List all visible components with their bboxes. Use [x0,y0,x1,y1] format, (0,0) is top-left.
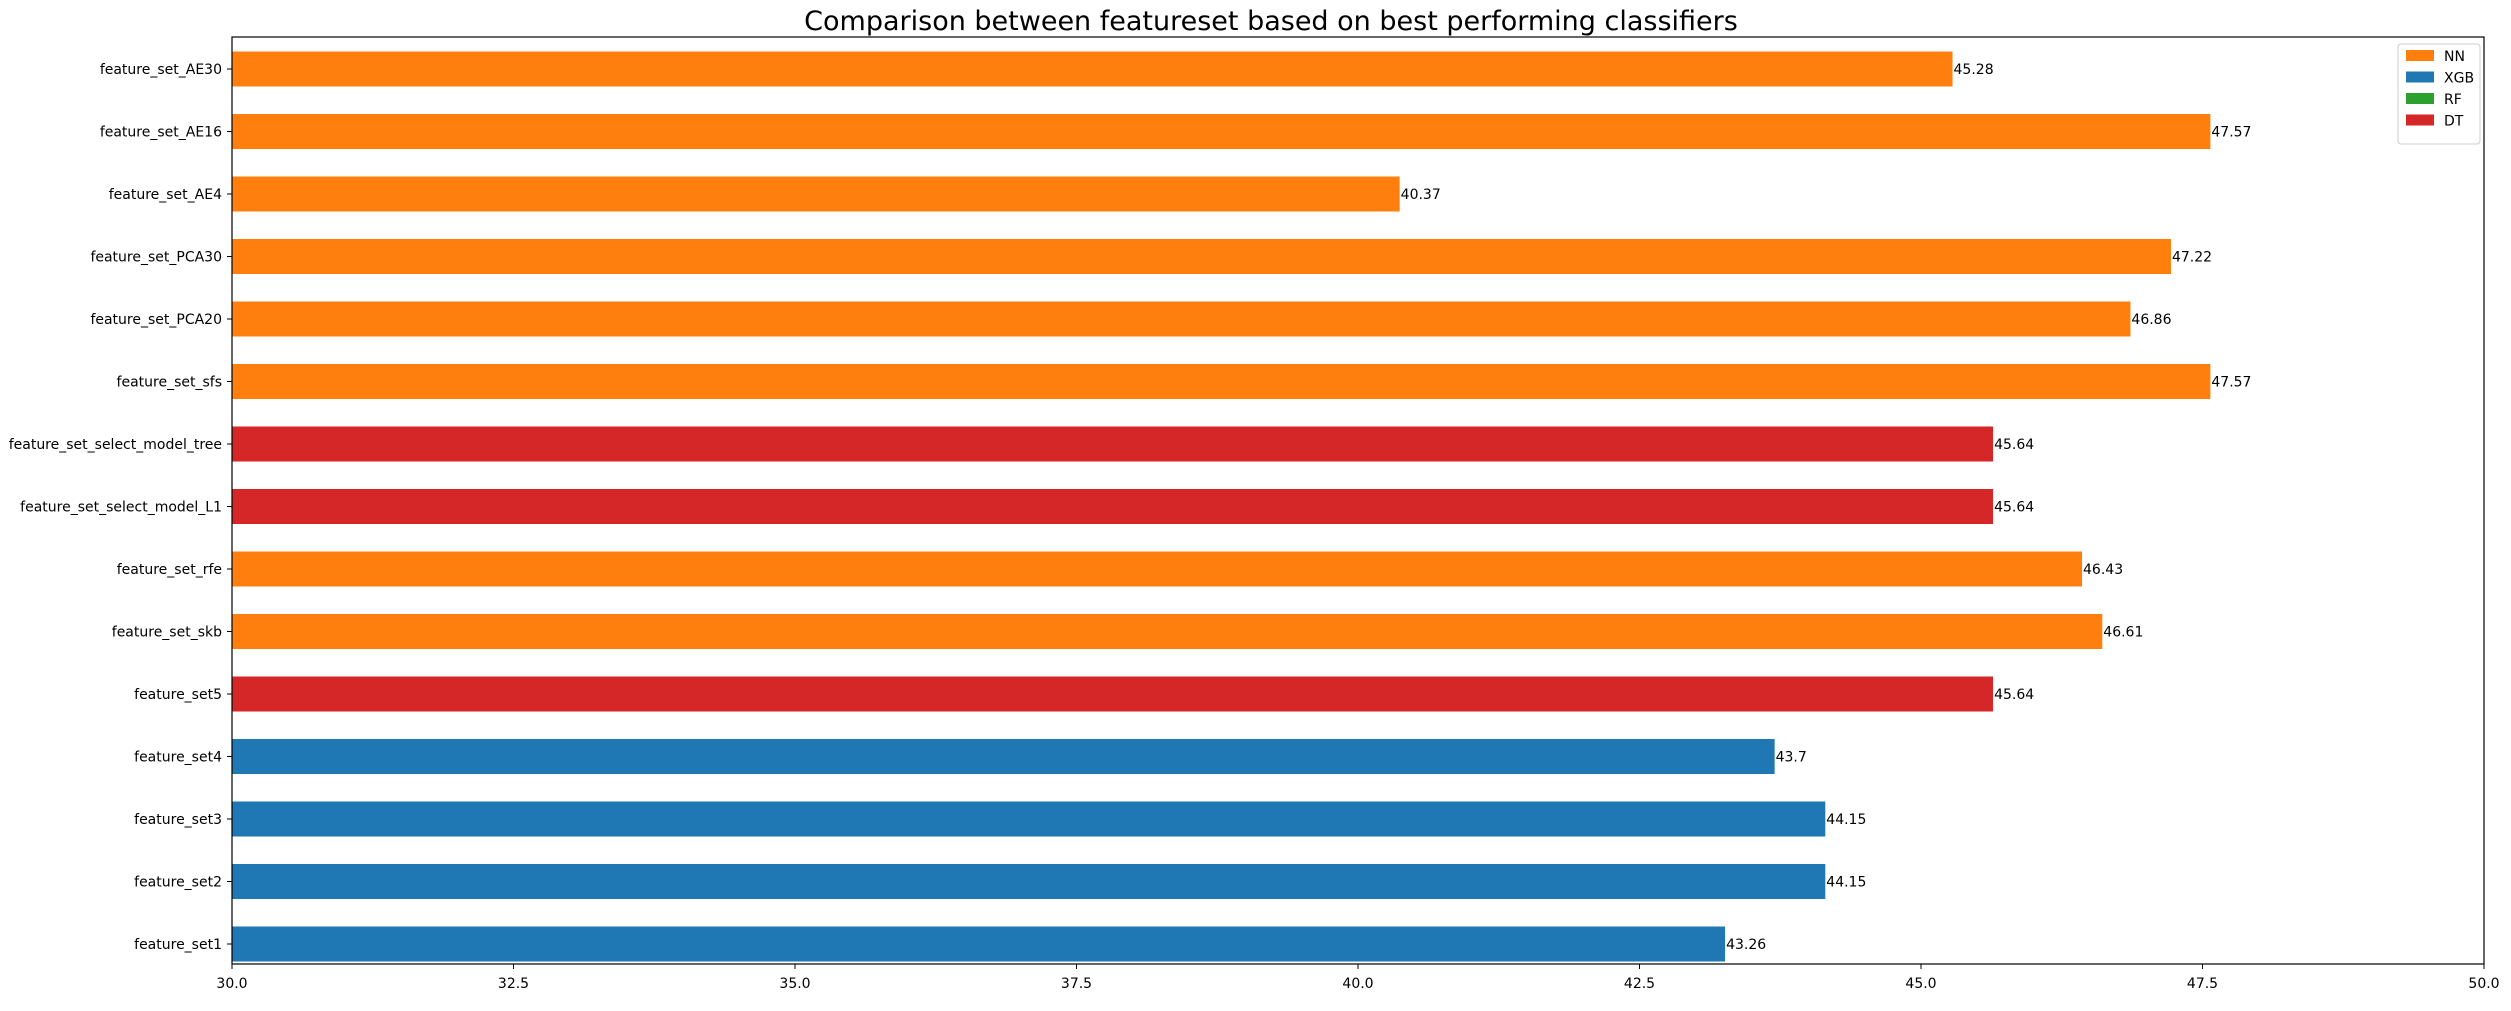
bar-feature_set_sfs [232,364,2211,399]
legend-label-nn: NN [2444,49,2465,65]
y-tick-label-feature_set_AE4: feature_set_AE4 [109,187,222,203]
y-tick-label-feature_set_select_model_L1: feature_set_select_model_L1 [20,500,222,516]
y-tick-label-feature_set_select_model_tree: feature_set_select_model_tree [9,437,222,453]
x-tick-label: 32.5 [498,976,529,992]
bar-feature_set1 [232,926,1726,962]
y-tick-label-feature_set_PCA30: feature_set_PCA30 [90,250,222,266]
x-tick-label: 45.0 [1905,976,1936,992]
bar-feature_set_select_model_tree [232,426,1994,462]
data-label-feature_set1: 43.26 [1726,937,1766,953]
data-label-feature_set4: 43.7 [1776,750,1807,766]
bar-feature_set5 [232,676,1994,712]
x-tick-label: 40.0 [1342,976,1373,992]
legend-label-rf: RF [2444,92,2462,108]
x-axis: 30.0 32.5 35.0 37.5 40.0 42.5 45.0 47.5 50.0 [216,964,2500,992]
data-labels-layer: 43.26 44.15 44.15 43.7 45.64 46.61 46.43 45.64 4… [1401,62,2252,953]
y-tick-label-feature_set_rfe: feature_set_rfe [117,562,222,578]
bar-feature_set_AE16 [232,114,2211,149]
data-label-feature_set_PCA20: 46.86 [2131,312,2171,328]
data-label-feature_set_select_model_tree: 45.64 [1994,437,2034,453]
data-label-feature_set_rfe: 46.43 [2083,562,2123,578]
y-tick-label-feature_set5: feature_set5 [134,687,222,703]
legend: NN XGB RF DT [2397,43,2481,145]
data-label-feature_set_AE4: 40.37 [1401,187,1441,203]
data-label-feature_set2: 44.15 [1826,875,1866,891]
x-tick-label: 47.5 [2187,976,2218,992]
x-tick-label: 30.0 [216,976,247,992]
bar-feature_set3 [232,801,1826,837]
legend-swatch-nn [2406,50,2434,61]
y-tick-label-feature_set_skb: feature_set_skb [112,625,222,641]
legend-swatch-dt [2406,114,2434,126]
bars-layer [232,51,2211,962]
bar-feature_set_PCA20 [232,301,2131,337]
data-label-feature_set_skb: 46.61 [2103,625,2143,641]
data-label-feature_set_sfs: 47.57 [2211,375,2251,391]
bar-feature_set_select_model_L1 [232,489,1994,524]
x-tick-label: 37.5 [1061,976,1092,992]
y-tick-label-feature_set3: feature_set3 [134,812,222,828]
bar-feature_set_rfe [232,551,2083,587]
y-tick-label-feature_set_sfs: feature_set_sfs [117,375,222,391]
legend-label-xgb: XGB [2444,71,2474,87]
legend-swatch-rf [2406,93,2434,104]
y-tick-label-feature_set2: feature_set2 [134,875,222,891]
plot-area-frame [231,36,2485,965]
data-label-feature_set_AE16: 47.57 [2211,125,2251,141]
bar-feature_set4 [232,739,1775,774]
bar-feature_set2 [232,864,1826,899]
bar-feature_set_skb [232,614,2103,649]
data-label-feature_set_AE30: 45.28 [1954,62,1994,78]
data-label-feature_set_PCA30: 47.22 [2172,250,2212,266]
legend-label-dt: DT [2444,114,2464,130]
data-label-feature_set3: 44.15 [1826,812,1866,828]
y-tick-label-feature_set_PCA20: feature_set_PCA20 [90,312,222,328]
x-tick-label: 35.0 [779,976,810,992]
y-tick-label-feature_set_AE30: feature_set_AE30 [100,62,222,78]
x-tick-label: 42.5 [1624,976,1655,992]
legend-swatch-xgb [2406,71,2434,83]
bar-feature_set_PCA30 [232,239,2171,274]
data-label-feature_set_select_model_L1: 45.64 [1994,500,2034,516]
y-tick-label-feature_set1: feature_set1 [134,937,222,953]
data-label-feature_set5: 45.64 [1994,687,2034,703]
bar-feature_set_AE30 [232,51,1953,87]
y-tick-label-feature_set_AE16: feature_set_AE16 [100,125,222,141]
y-axis: feature_set1 feature_set2 feature_set3 feat… [9,62,232,953]
bar-feature_set_AE4 [232,176,1400,212]
chart-title: Comparison between featureset based on b… [804,6,1738,37]
x-tick-label: 50.0 [2468,976,2499,992]
y-tick-label-feature_set4: feature_set4 [134,750,222,766]
